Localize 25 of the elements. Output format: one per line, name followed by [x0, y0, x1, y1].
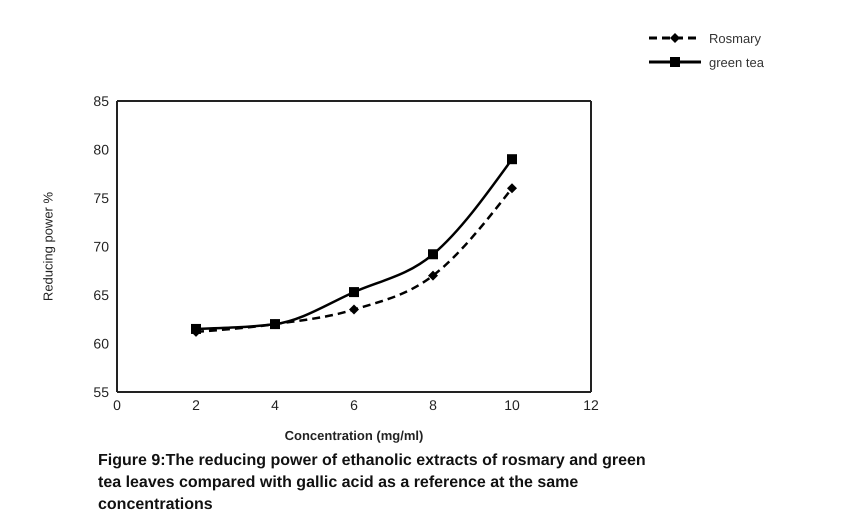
point — [507, 154, 517, 164]
x-tick-label: 2 — [192, 396, 200, 413]
x-axis-title: Concentration (mg/ml) — [284, 428, 424, 443]
point — [349, 304, 359, 315]
x-tick-label: 0 — [113, 396, 122, 413]
y-tick-label: 70 — [93, 238, 110, 254]
x-tick-label: 12 — [583, 396, 599, 413]
y-tick-label: 55 — [93, 384, 110, 400]
x-tick-label: 10 — [504, 396, 520, 413]
x-tick-label: 8 — [429, 396, 438, 413]
y-tick-label: 85 — [93, 92, 110, 109]
point — [428, 249, 438, 260]
x-tick-label: 4 — [271, 396, 280, 413]
point — [349, 287, 359, 298]
y-tick-label: 80 — [93, 141, 110, 158]
caption: Figure 9:The reducing power of ethanolic extracts of rosmary and green tea leaves compared with gallic acid as a reference at the same concentrations — [98, 451, 647, 515]
y-axis-title: Reducing power % — [40, 192, 56, 302]
y-tick-label: 75 — [93, 190, 110, 206]
legend-label: green tea — [709, 54, 764, 70]
point — [428, 270, 438, 281]
x-tick-label: 6 — [350, 396, 358, 413]
legend-label: Rosmary — [709, 30, 762, 46]
y-tick-label: 60 — [93, 335, 110, 352]
point — [507, 183, 517, 194]
y-tick-label: 65 — [93, 286, 110, 303]
